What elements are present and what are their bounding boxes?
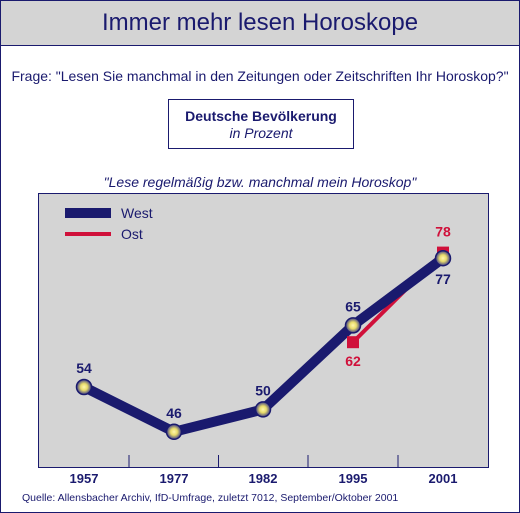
data-label-west: 50 (255, 382, 271, 398)
data-label-west: 77 (435, 271, 451, 287)
unit-label: in Prozent (229, 125, 293, 141)
data-label-ost: 62 (345, 353, 361, 369)
survey-question: Frage: "Lesen Sie manchmal in den Zeitun… (11, 68, 509, 84)
x-tick-label: 1982 (249, 471, 278, 486)
chart-title: Immer mehr lesen Horoskope (101, 9, 419, 36)
data-label-west: 54 (76, 360, 92, 376)
data-point-ost (347, 336, 359, 349)
population-box: Deutsche Bevölkerung in Prozent (168, 99, 354, 149)
x-tick-label: 1995 (339, 471, 368, 486)
plot-area (38, 193, 489, 468)
data-label-west: 46 (166, 405, 182, 421)
data-label-ost: 78 (435, 224, 451, 240)
data-point-west (75, 378, 93, 396)
data-label-west: 65 (345, 298, 361, 314)
source-note: Quelle: Allensbacher Archiv, IfD-Umfrage… (22, 492, 399, 504)
x-tick-label: 1957 (70, 471, 99, 486)
series-caption: "Lese regelmäßig bzw. manchmal mein Horo… (103, 174, 417, 190)
data-point-west (165, 423, 183, 441)
population-label: Deutsche Bevölkerung (185, 108, 337, 124)
chart-svg: West Ost 1957 1977 1982 1995 2001 54 46 50 65 77 6… (65, 205, 458, 486)
data-point-west (254, 401, 272, 418)
x-tick-label: 1977 (160, 471, 189, 486)
data-point-west (434, 249, 452, 267)
x-tick-label: 2001 (429, 471, 458, 486)
legend-label-west: West (121, 205, 153, 221)
title-bar: Immer mehr lesen Horoskope (1, 1, 519, 46)
legend-label-ost: Ost (121, 226, 143, 242)
data-point-west (344, 317, 362, 334)
